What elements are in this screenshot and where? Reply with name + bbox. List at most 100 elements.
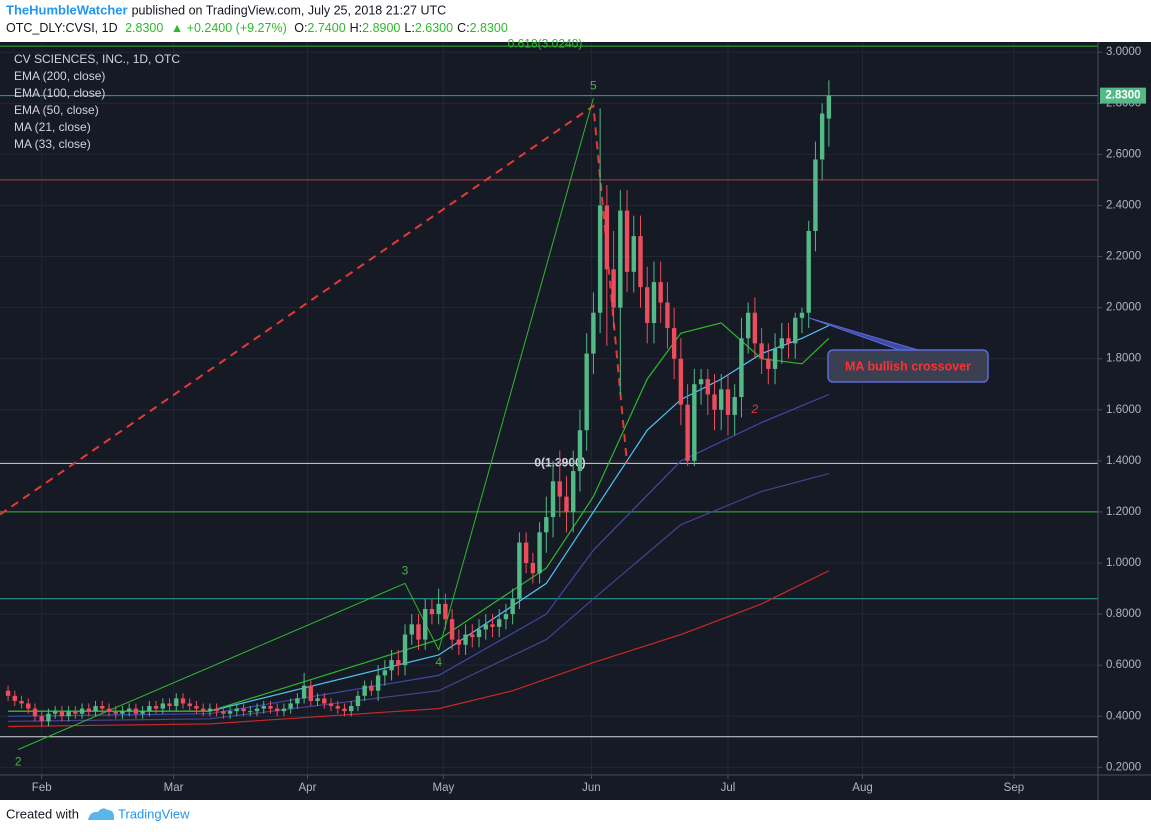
candle-body (456, 639, 462, 645)
candle-body (328, 703, 334, 707)
candle-body (732, 397, 737, 415)
candle-body (187, 703, 192, 707)
candle-body (167, 703, 172, 707)
candle-body (719, 389, 724, 410)
y-tick-label: 2.4000 (1106, 199, 1141, 211)
candle-body (335, 706, 340, 709)
x-tick-label: Apr (299, 782, 317, 794)
y-tick-label: 3.0000 (1106, 46, 1141, 58)
projection-line (0, 104, 628, 516)
candle-body (624, 210, 630, 272)
change: ▲ +0.2400 (+9.27%) (171, 21, 287, 35)
candle-body (591, 312, 596, 354)
candle-body (645, 287, 650, 323)
y-tick-label: 0.8000 (1106, 608, 1141, 620)
candle-body (39, 716, 44, 722)
candle-body (685, 404, 690, 461)
candle-body (26, 703, 31, 709)
candle-body (153, 706, 159, 709)
candle-body (510, 598, 515, 615)
candle-body (611, 269, 616, 308)
candle-body (5, 690, 11, 696)
candle-body (752, 312, 758, 344)
legend-entry: EMA (200, close) (14, 69, 105, 83)
candle-body (523, 542, 529, 564)
candle-body (241, 708, 246, 712)
candle-body (86, 708, 92, 712)
candle-body (120, 711, 125, 714)
candle-body (503, 614, 509, 620)
legend-entry: EMA (100, close) (14, 86, 105, 100)
candle-body (651, 282, 657, 323)
candle-body (618, 210, 623, 308)
candle-body (449, 619, 455, 640)
brand[interactable]: TradingView (118, 806, 190, 821)
footer: Created with TradingView (6, 806, 190, 821)
candle-body (355, 695, 361, 707)
candle-body (463, 634, 468, 645)
lines-layer (0, 98, 830, 750)
candle-body (12, 695, 18, 701)
y-tick-label: 2.2000 (1106, 251, 1141, 263)
ohlc-value: 2.8300 (470, 21, 508, 35)
candle-body (126, 708, 132, 712)
level-label: 0.618(3.0240) (508, 36, 583, 50)
candle-body (631, 236, 636, 272)
indicator-line (8, 473, 830, 722)
candle-body (571, 471, 576, 512)
candle-body (348, 706, 354, 712)
candle-body (826, 95, 832, 119)
candle-body (483, 624, 488, 630)
candle-body (100, 706, 105, 709)
legend-entry: MA (33, close) (14, 137, 91, 151)
annotation: 2 (751, 402, 759, 416)
candle-body (739, 338, 744, 398)
candle-body (712, 394, 717, 410)
candle-body (113, 711, 118, 714)
candle-body (106, 708, 112, 712)
candle-body (799, 312, 805, 318)
candle-body (389, 660, 394, 671)
candle-body (550, 481, 556, 518)
callout-text: MA bullish crossover (845, 359, 971, 373)
y-tick-label: 1.0000 (1106, 557, 1141, 569)
y-tick-label: 0.6000 (1106, 659, 1141, 671)
x-tick-label: Jun (582, 782, 601, 794)
candle-body (584, 353, 589, 431)
candle-body (793, 317, 798, 344)
y-tick-label: 1.8000 (1106, 353, 1141, 365)
candle-body (779, 338, 784, 349)
candle-body (221, 711, 226, 714)
candle-body (281, 708, 287, 712)
author[interactable]: TheHumbleWatcher (6, 2, 128, 17)
y-tick-label: 0.4000 (1106, 710, 1141, 722)
last-price: 2.8300 (125, 21, 163, 35)
candle-body (200, 708, 206, 712)
x-tick-label: May (433, 782, 455, 794)
candle-body (658, 282, 663, 303)
candle-body (759, 343, 764, 359)
candle-body (416, 624, 421, 640)
x-tick-label: Mar (164, 782, 184, 794)
y-tick-label: 2.6000 (1106, 148, 1141, 160)
candle-body (530, 563, 536, 574)
candles-layer (5, 80, 832, 727)
candle-body (692, 384, 697, 461)
price-tag-label: 2.8300 (1105, 90, 1140, 102)
candle-body (382, 670, 388, 676)
candle-body (19, 700, 24, 704)
candle-body (160, 703, 166, 709)
chart-bg (0, 42, 1151, 800)
notes-layer: CV SCIENCES, INC., 1D, OTC EMA (200, clos… (14, 52, 989, 769)
candle-body (671, 328, 677, 359)
candle-body (194, 706, 199, 709)
candle-body (402, 634, 408, 666)
chart-title: CV SCIENCES, INC., 1D, OTC (14, 52, 180, 66)
candle-body (288, 703, 293, 709)
candle-body (274, 708, 280, 712)
candle-body (443, 603, 448, 620)
candle-body (544, 517, 549, 533)
y-tick-label: 1.2000 (1106, 506, 1141, 518)
